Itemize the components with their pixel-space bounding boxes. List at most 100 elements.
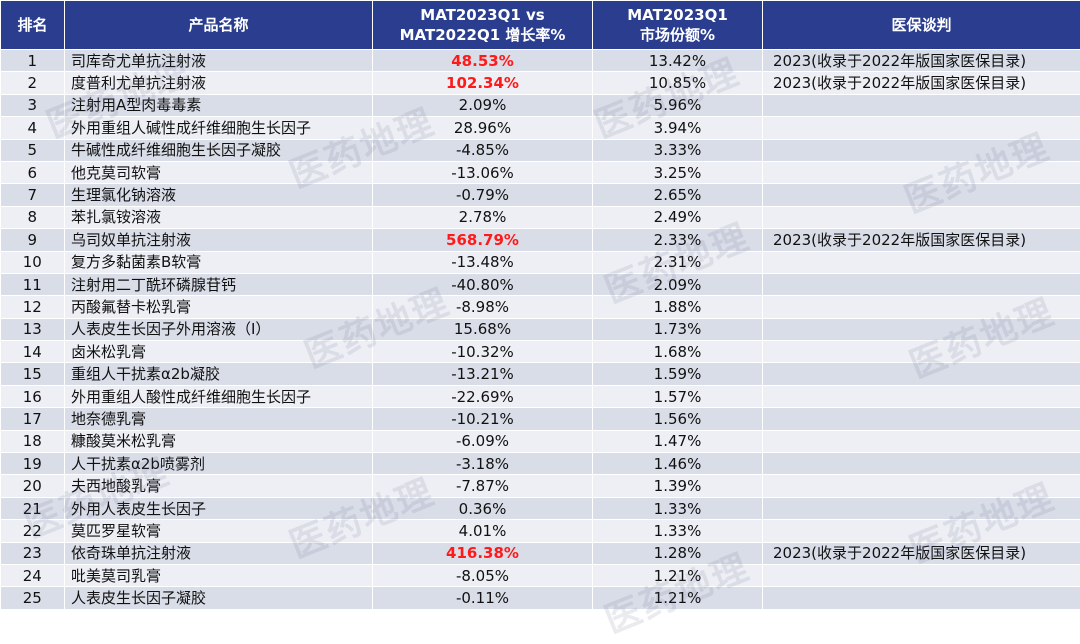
rank-cell: 7 — [1, 184, 65, 206]
insurance-negotiation-cell — [763, 564, 1080, 586]
growth-rate-cell: 2.09% — [373, 94, 593, 116]
rank-cell: 16 — [1, 385, 65, 407]
product-name-cell: 人表皮生长因子凝胶 — [65, 587, 373, 609]
product-name-cell: 他克莫司软膏 — [65, 161, 373, 183]
insurance-negotiation-cell — [763, 296, 1080, 318]
market-share-cell: 1.73% — [593, 318, 763, 340]
market-share-cell: 2.49% — [593, 206, 763, 228]
market-share-cell: 1.33% — [593, 497, 763, 519]
header-share-line1: MAT2023Q1 — [593, 5, 762, 25]
insurance-negotiation-cell — [763, 318, 1080, 340]
market-share-cell: 3.25% — [593, 161, 763, 183]
rank-cell: 15 — [1, 363, 65, 385]
insurance-negotiation-cell — [763, 475, 1080, 497]
market-share-cell: 1.88% — [593, 296, 763, 318]
growth-rate-cell: 48.53% — [373, 50, 593, 72]
product-name-cell: 苯扎氯铵溶液 — [65, 206, 373, 228]
growth-rate-cell: -7.87% — [373, 475, 593, 497]
product-name-cell: 夫西地酸乳膏 — [65, 475, 373, 497]
product-name-cell: 人表皮生长因子外用溶液（Ⅰ） — [65, 318, 373, 340]
drug-ranking-table: 排名 产品名称 MAT2023Q1 vs MAT2022Q1 增长率% MAT2… — [0, 0, 1080, 610]
rank-cell: 22 — [1, 520, 65, 542]
rank-cell: 25 — [1, 587, 65, 609]
product-name-cell: 乌司奴单抗注射液 — [65, 229, 373, 251]
rank-cell: 5 — [1, 139, 65, 161]
header-share-line2: 市场份额% — [593, 25, 762, 45]
product-name-cell: 卤米松乳膏 — [65, 341, 373, 363]
growth-rate-cell: 0.36% — [373, 497, 593, 519]
growth-rate-cell: -10.32% — [373, 341, 593, 363]
product-name-cell: 吡美莫司乳膏 — [65, 564, 373, 586]
product-name-cell: 依奇珠单抗注射液 — [65, 542, 373, 564]
market-share-cell: 2.31% — [593, 251, 763, 273]
product-name-cell: 莫匹罗星软膏 — [65, 520, 373, 542]
market-share-cell: 3.33% — [593, 139, 763, 161]
market-share-cell: 3.94% — [593, 117, 763, 139]
market-share-cell: 1.68% — [593, 341, 763, 363]
product-name-cell: 外用重组人碱性成纤维细胞生长因子 — [65, 117, 373, 139]
market-share-cell: 1.59% — [593, 363, 763, 385]
growth-rate-cell: -0.79% — [373, 184, 593, 206]
product-name-cell: 人干扰素α2b喷雾剂 — [65, 453, 373, 475]
header-rank: 排名 — [1, 1, 65, 50]
insurance-negotiation-cell — [763, 385, 1080, 407]
header-market-share: MAT2023Q1 市场份额% — [593, 1, 763, 50]
rank-cell: 17 — [1, 408, 65, 430]
market-share-cell: 2.33% — [593, 229, 763, 251]
insurance-negotiation-cell — [763, 341, 1080, 363]
rank-cell: 11 — [1, 273, 65, 295]
market-share-cell: 1.33% — [593, 520, 763, 542]
insurance-negotiation-cell — [763, 161, 1080, 183]
rank-cell: 1 — [1, 50, 65, 72]
growth-rate-cell: -13.48% — [373, 251, 593, 273]
insurance-negotiation-cell: 2023(收录于2022年版国家医保目录) — [763, 50, 1080, 72]
rank-cell: 14 — [1, 341, 65, 363]
product-name-cell: 外用人表皮生长因子 — [65, 497, 373, 519]
product-name-cell: 复方多黏菌素B软膏 — [65, 251, 373, 273]
rank-cell: 12 — [1, 296, 65, 318]
market-share-cell: 10.85% — [593, 72, 763, 94]
growth-rate-cell: 28.96% — [373, 117, 593, 139]
growth-rate-cell: 15.68% — [373, 318, 593, 340]
growth-rate-cell: -22.69% — [373, 385, 593, 407]
market-share-cell: 1.39% — [593, 475, 763, 497]
market-share-cell: 2.09% — [593, 273, 763, 295]
insurance-negotiation-cell — [763, 139, 1080, 161]
market-share-cell: 1.56% — [593, 408, 763, 430]
insurance-negotiation-cell — [763, 206, 1080, 228]
header-insurance-negotiation: 医保谈判 — [763, 1, 1080, 50]
insurance-negotiation-cell: 2023(收录于2022年版国家医保目录) — [763, 542, 1080, 564]
rank-cell: 19 — [1, 453, 65, 475]
growth-rate-cell: -6.09% — [373, 430, 593, 452]
rank-cell: 3 — [1, 94, 65, 116]
product-name-cell: 丙酸氟替卡松乳膏 — [65, 296, 373, 318]
insurance-negotiation-cell — [763, 273, 1080, 295]
growth-rate-cell: -13.21% — [373, 363, 593, 385]
rank-cell: 21 — [1, 497, 65, 519]
product-name-cell: 生理氯化钠溶液 — [65, 184, 373, 206]
insurance-negotiation-cell — [763, 520, 1080, 542]
product-name-cell: 糠酸莫米松乳膏 — [65, 430, 373, 452]
insurance-negotiation-cell — [763, 587, 1080, 609]
market-share-cell: 5.96% — [593, 94, 763, 116]
growth-rate-cell: -10.21% — [373, 408, 593, 430]
